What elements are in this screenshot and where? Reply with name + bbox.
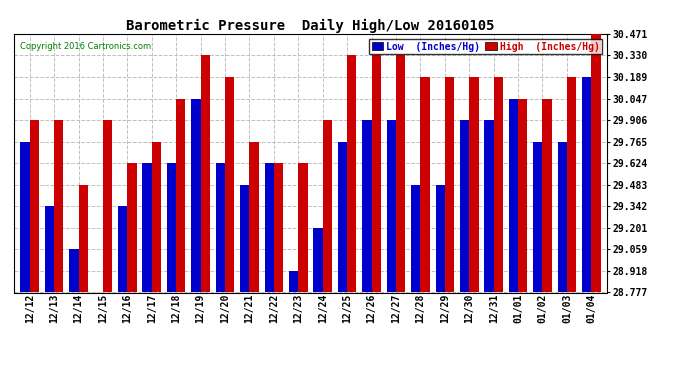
Bar <box>542 99 552 292</box>
Bar <box>396 55 405 292</box>
Bar <box>298 163 308 292</box>
Bar <box>118 206 128 292</box>
Bar <box>225 77 235 292</box>
Bar <box>518 99 527 292</box>
Bar <box>558 142 567 292</box>
Bar <box>250 142 259 292</box>
Bar <box>420 77 430 292</box>
Bar <box>460 120 469 292</box>
Bar <box>201 55 210 292</box>
Bar <box>567 77 576 292</box>
Bar <box>533 142 542 292</box>
Bar <box>386 120 396 292</box>
Bar <box>371 55 381 292</box>
Bar <box>103 120 112 292</box>
Bar <box>69 249 79 292</box>
Bar <box>591 34 600 292</box>
Bar <box>347 55 357 292</box>
Bar <box>21 142 30 292</box>
Bar <box>445 77 454 292</box>
Bar <box>216 163 225 292</box>
Bar <box>274 163 283 292</box>
Bar <box>176 99 186 292</box>
Bar <box>411 184 420 292</box>
Bar <box>143 163 152 292</box>
Bar <box>469 77 478 292</box>
Bar <box>30 120 39 292</box>
Bar <box>435 184 445 292</box>
Bar <box>362 120 371 292</box>
Bar <box>493 77 503 292</box>
Bar <box>240 184 250 292</box>
Bar <box>582 77 591 292</box>
Bar <box>79 184 88 292</box>
Title: Barometric Pressure  Daily High/Low 20160105: Barometric Pressure Daily High/Low 20160… <box>126 18 495 33</box>
Bar <box>509 99 518 292</box>
Bar <box>191 99 201 292</box>
Bar <box>128 163 137 292</box>
Bar <box>167 163 176 292</box>
Bar <box>54 120 63 292</box>
Bar <box>484 120 493 292</box>
Bar <box>45 206 54 292</box>
Bar <box>338 142 347 292</box>
Legend: Low  (Inches/Hg), High  (Inches/Hg): Low (Inches/Hg), High (Inches/Hg) <box>368 39 602 54</box>
Bar <box>152 142 161 292</box>
Bar <box>323 120 332 292</box>
Bar <box>289 271 298 292</box>
Bar <box>264 163 274 292</box>
Bar <box>313 228 323 292</box>
Text: Copyright 2016 Cartronics.com: Copyright 2016 Cartronics.com <box>20 42 151 51</box>
